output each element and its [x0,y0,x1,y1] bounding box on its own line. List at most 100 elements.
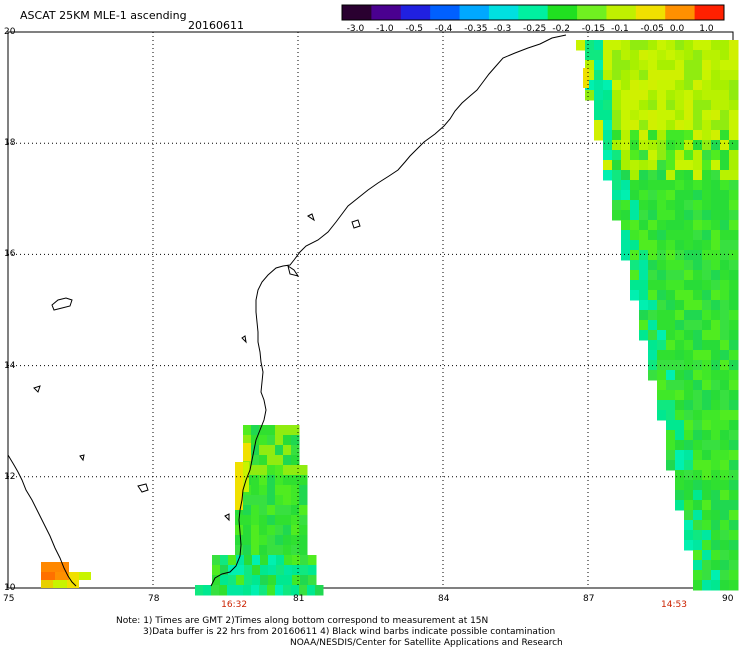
swath-cell [300,555,309,566]
swath-cell [212,575,221,586]
latitude-label: 16 [4,249,16,260]
swath-cell [684,310,694,321]
swath-cell [283,545,292,556]
swath-cell [666,390,676,401]
product-title: ASCAT 25KM MLE-1 ascending [20,9,187,22]
swath-cell [657,90,667,101]
swath-cell [648,220,658,231]
swath-cell [648,300,658,311]
swath-cell [693,460,703,471]
swath-cell [291,505,300,516]
swath-cell [675,160,685,171]
swath-cell [648,340,658,351]
longitude-label: 84 [438,594,450,604]
swath-cell [648,290,658,301]
swath-cell [702,370,712,381]
swath-cell [693,420,703,431]
coastline [7,34,567,587]
swath-cell [702,130,712,141]
swath-cell [41,580,53,588]
colorbar-segment [694,5,725,20]
swath-cell [657,130,667,141]
swath-cell [693,180,703,191]
swath-cell [260,555,269,566]
swath-cell [583,68,589,88]
swath-cell [299,535,308,546]
swath-cell [666,150,676,161]
swath-cell [675,120,685,131]
swath-cell [603,70,613,81]
swath-cell [693,80,703,91]
swath-cell [720,400,730,411]
swath-cell [711,370,721,381]
swath-cell [259,505,268,516]
swath-cell [666,100,676,111]
swath-cell [267,465,276,476]
swath-cell [657,270,667,281]
swath-cell [630,170,640,181]
swath-cell [603,130,613,141]
swath-cell [267,505,276,516]
swath-cell [720,530,730,541]
swath-cell [684,250,694,261]
swath-cell [315,585,324,596]
swath-cell [666,80,676,91]
swath-cell [729,180,739,191]
swath-cell [720,370,730,381]
swath-cell [594,100,604,111]
swath-cell [284,565,293,576]
swath-cell [711,540,721,551]
swath-cell [693,310,703,321]
swath-cell [666,190,676,201]
swath-cell [720,250,730,261]
colorbar-tick-label: -0.05 [640,24,664,34]
swath-cell [711,450,721,461]
swath-cell [693,110,703,121]
swath-cell [693,60,703,71]
swath-cell [693,370,703,381]
swath-cell [702,480,712,491]
colorbar-segment [430,5,461,20]
swath-cell [729,190,739,201]
swath-cell [693,480,703,491]
swath-cell [585,60,595,71]
swath-cell [684,530,694,541]
swath-cell [666,220,676,231]
swath-cell [585,40,595,51]
swath-cell [684,490,694,501]
swath-cell [675,420,685,431]
swath-cell [291,435,300,446]
swath-cell [684,60,694,71]
swath-cell [720,160,730,171]
swath-cell [648,70,658,81]
swath-cell [720,450,730,461]
swath-cell [639,180,649,191]
swath-cell [621,190,631,201]
swath-cell [702,510,712,521]
swath-cell [666,60,676,71]
swath-cell [693,450,703,461]
swath-cell [684,100,694,111]
swath-cell [720,80,730,91]
swath-cell [666,70,676,81]
swath-cell [612,40,622,51]
swath-cell [684,460,694,471]
swath-cell [675,490,685,501]
swath-cell [693,70,703,81]
swath-cell [675,210,685,221]
swath-cell [612,60,622,71]
swath-cell [675,100,685,111]
swath-cell [720,580,730,591]
swath-cell [630,220,640,231]
swath-cell [657,150,667,161]
swath-cell [291,525,300,536]
swath-cell [648,90,658,101]
swath-cell [267,495,276,506]
swath-cell [299,525,308,536]
swath-cell [702,230,712,241]
swath-cell [729,430,739,441]
swath-cell [684,330,694,341]
swath-cell [585,80,595,91]
swath-cell [684,420,694,431]
swath-cell [711,140,721,151]
